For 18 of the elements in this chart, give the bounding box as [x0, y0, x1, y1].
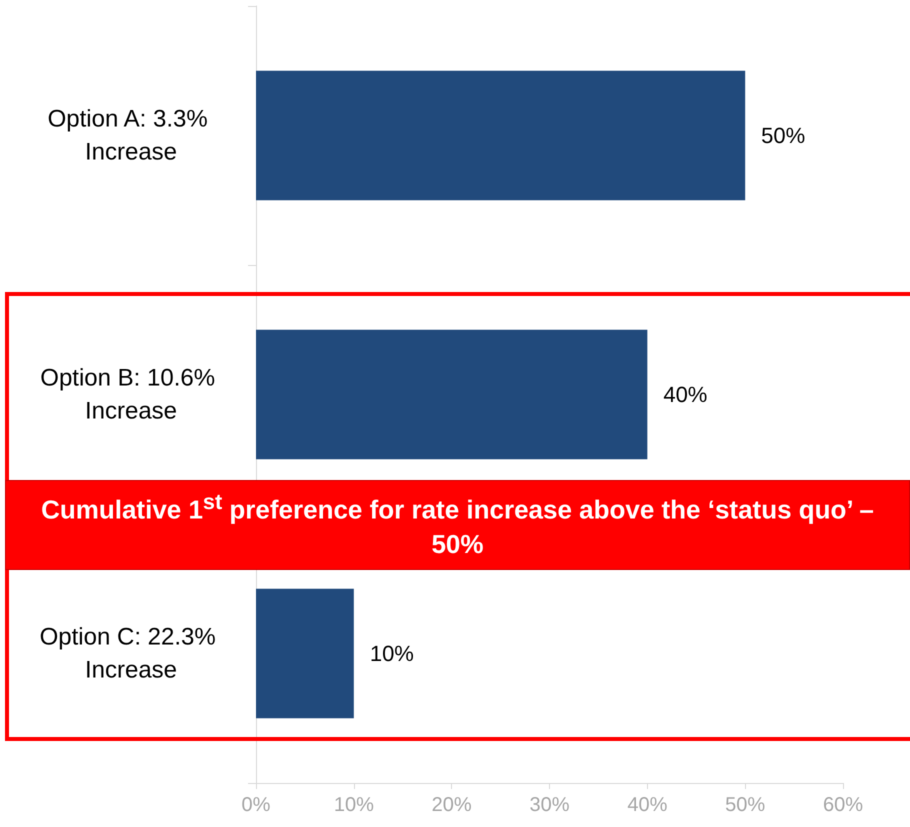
x-tick-label: 20% — [432, 794, 472, 816]
bar — [256, 588, 354, 718]
x-tick-label: 30% — [529, 794, 570, 816]
data-label: 10% — [370, 641, 414, 666]
x-tick-label: 60% — [822, 794, 864, 816]
x-tick-label: 0% — [242, 794, 271, 816]
callout-banner: Cumulative 1$^{st}$ preference for rate increase above the ‘status quo’ – 50% — [5, 480, 910, 570]
data-label: 50% — [761, 123, 806, 148]
x-tick-label: 10% — [334, 794, 374, 816]
annotation: Cumulative 1$^{st}$ preference for rate increase above the ‘status quo’ – 50% — [40, 488, 875, 561]
x-tick-label: 40% — [627, 794, 668, 816]
y-tick-label: Option B: 10.6% Increase — [40, 364, 222, 424]
y-tick-label: Option A: 3.3% Increase — [48, 106, 214, 166]
data-label: 40% — [663, 382, 708, 407]
x-tick-label: 50% — [725, 794, 766, 816]
y-tick-label: Option C: 22.3% Increase — [40, 624, 222, 684]
bar — [256, 330, 648, 460]
bar — [256, 70, 746, 200]
